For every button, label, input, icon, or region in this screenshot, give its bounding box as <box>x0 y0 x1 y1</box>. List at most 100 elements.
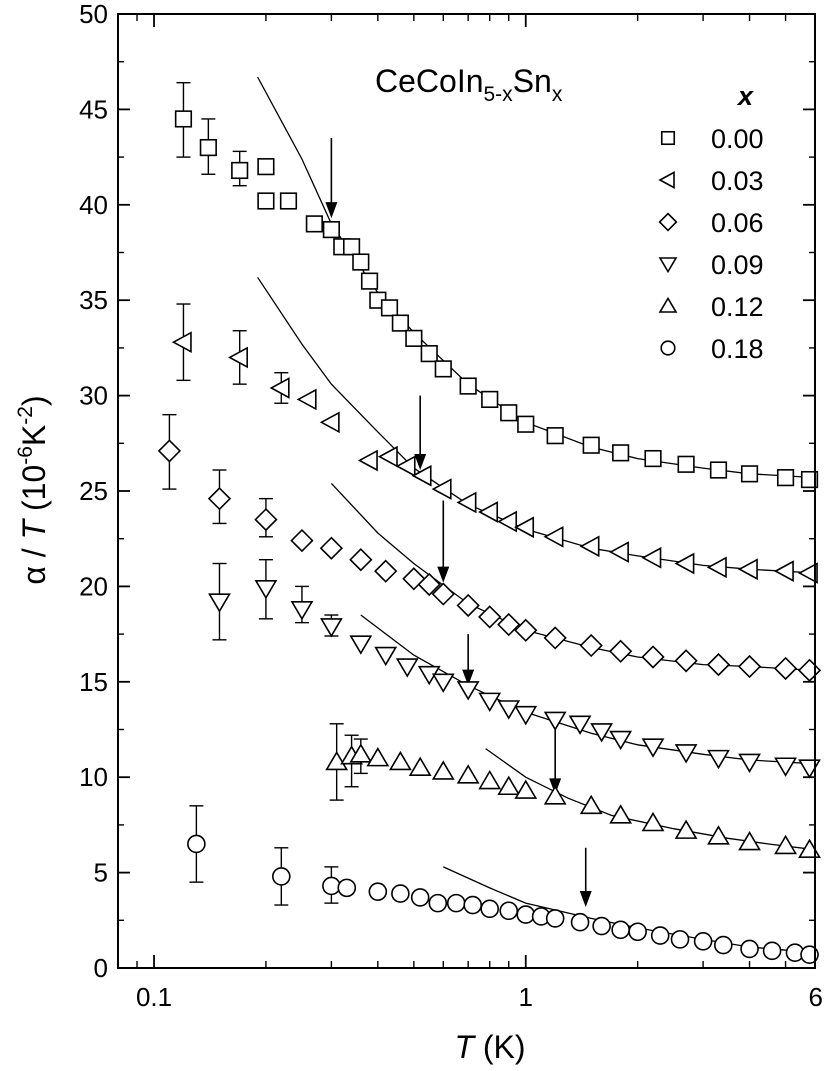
legend: 0.00 0.03 0.06 0.09 0.12 0.18 <box>658 124 764 364</box>
legend-label-x006: 0.06 <box>711 208 764 238</box>
compound-base: CeCoIn <box>375 63 484 99</box>
point-x003-12 <box>497 510 518 533</box>
point-x003-9 <box>431 478 452 500</box>
point-x006-9 <box>431 582 455 606</box>
point-x000-19 <box>481 390 499 409</box>
point-x018-21 <box>693 931 713 951</box>
point-x000-13 <box>380 299 399 317</box>
point-x012-15 <box>674 819 698 839</box>
point-x009-17 <box>641 738 665 758</box>
point-x018-20 <box>670 930 690 949</box>
point-x006-5 <box>349 548 373 572</box>
point-x018-7 <box>428 893 448 913</box>
point-x012-16 <box>707 825 730 845</box>
point-x006-1 <box>207 487 232 511</box>
point-x000-17 <box>434 360 452 378</box>
point-x003-5 <box>357 449 378 472</box>
point-x018-15 <box>570 912 590 932</box>
compound-mid: Sn <box>513 63 552 99</box>
point-x006-19 <box>706 652 731 677</box>
point-x003-17 <box>641 546 662 569</box>
compound-label: CeCoIn5-xSnx <box>375 63 563 106</box>
point-x006-14 <box>543 626 567 650</box>
point-x000-3 <box>257 158 275 176</box>
point-x000-5 <box>279 192 298 210</box>
y-axis-var: T <box>16 517 52 539</box>
fit-curve-x012 <box>485 748 816 851</box>
point-x009-12 <box>514 705 538 726</box>
point-x012-2 <box>349 743 373 763</box>
point-x009-6 <box>395 658 419 678</box>
point-x009-0 <box>208 593 231 613</box>
point-x000-15 <box>405 329 423 347</box>
point-x006-22 <box>797 658 822 682</box>
fit-curve-x006 <box>330 482 816 672</box>
point-x003-2 <box>269 377 290 399</box>
x-axis-var: T <box>454 1029 476 1065</box>
point-x003-20 <box>737 558 758 581</box>
fit-curve-x009 <box>360 614 816 765</box>
point-x006-17 <box>641 645 665 669</box>
point-x012-18 <box>774 834 797 855</box>
point-x006-10 <box>456 593 480 618</box>
arrow-head-x003 <box>414 454 427 471</box>
x-axis-title: T (K) <box>454 1029 525 1065</box>
point-x000-9 <box>342 238 361 256</box>
arrow-head-x006 <box>437 566 450 583</box>
point-x012-0 <box>325 750 349 771</box>
point-x000-27 <box>709 461 728 479</box>
point-x012-3 <box>366 747 390 767</box>
point-x006-16 <box>609 639 633 663</box>
arrow-head-x009 <box>462 669 475 686</box>
legend-marker-x000 <box>660 130 676 146</box>
point-x006-0 <box>157 439 182 463</box>
legend-marker-x006 <box>658 212 678 232</box>
y-axis-open: (10 <box>16 465 52 520</box>
point-x006-2 <box>254 507 278 532</box>
legend-title: x <box>736 81 754 111</box>
point-x006-4 <box>319 536 344 560</box>
point-x003-11 <box>478 501 499 523</box>
legend-marker-x003 <box>658 171 675 189</box>
point-x006-6 <box>374 559 398 583</box>
point-x009-14 <box>568 715 592 735</box>
point-x009-21 <box>774 757 797 777</box>
point-x000-23 <box>582 436 600 454</box>
point-x012-12 <box>579 794 603 815</box>
point-x018-2 <box>322 876 341 896</box>
point-x009-5 <box>374 646 398 667</box>
legend-label-x018: 0.18 <box>711 334 764 364</box>
y-tick-label-10: 50 <box>79 0 108 29</box>
arrow-head-x000 <box>325 202 338 219</box>
point-x003-16 <box>608 541 629 563</box>
point-x006-20 <box>737 654 762 679</box>
compound-sub1: 5-x <box>484 83 514 106</box>
point-x018-6 <box>410 888 430 907</box>
point-x000-16 <box>420 345 438 363</box>
y-tick-label-5: 25 <box>79 476 108 506</box>
point-x000-1 <box>199 138 217 157</box>
point-x006-15 <box>579 633 603 658</box>
point-x000-24 <box>612 444 630 462</box>
x-axis-unit: (K) <box>474 1029 526 1065</box>
point-x006-18 <box>674 649 698 673</box>
point-x000-18 <box>459 377 477 395</box>
y-axis-exp1: -6 <box>14 446 37 465</box>
point-x003-4 <box>319 411 340 434</box>
point-x000-20 <box>500 404 518 422</box>
compound-sub2: x <box>552 83 563 106</box>
point-x009-18 <box>674 744 698 764</box>
point-x012-13 <box>609 804 633 824</box>
point-x018-26 <box>800 945 819 964</box>
legend-marker-x018 <box>660 340 676 356</box>
point-x000-14 <box>391 314 409 332</box>
point-x000-28 <box>740 465 759 483</box>
legend-label-x000: 0.00 <box>711 124 764 154</box>
point-x003-19 <box>706 556 727 579</box>
point-x003-14 <box>543 525 564 548</box>
point-x009-13 <box>543 711 567 732</box>
point-x012-17 <box>738 830 761 851</box>
point-x000-29 <box>776 469 795 487</box>
point-x006-21 <box>773 656 798 681</box>
point-x012-9 <box>497 775 521 796</box>
